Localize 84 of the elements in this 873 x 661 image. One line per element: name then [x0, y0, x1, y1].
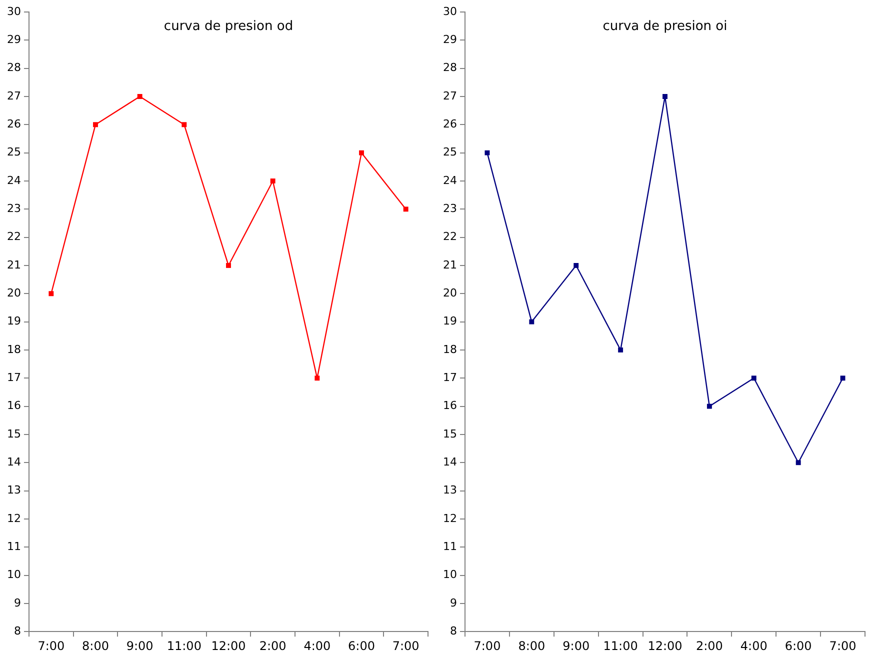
y-tick-label: 15 — [442, 427, 457, 440]
x-tick-label: 8:00 — [518, 638, 546, 653]
x-tick-label: 11:00 — [166, 638, 202, 653]
text: curva de presion oi — [602, 18, 728, 34]
y-tick-label: 11 — [442, 540, 457, 553]
x-tick-label: 6:00 — [348, 638, 375, 653]
y-tick-label: 18 — [6, 342, 21, 356]
y-tick-label: 15 — [6, 427, 21, 440]
y-tick-label: 14 — [442, 455, 457, 468]
x-tick-label: 2:00 — [259, 638, 286, 653]
point — [618, 347, 624, 352]
y-tick-label: 30 — [442, 4, 457, 18]
point — [359, 150, 364, 156]
point — [226, 263, 231, 268]
point — [137, 94, 142, 99]
x-tick-label: 7:00 — [474, 638, 501, 653]
y-tick-label: 20 — [442, 286, 457, 300]
point — [270, 178, 276, 184]
x-tick-label: 9:00 — [562, 638, 590, 653]
x-tick-label: 12:00 — [211, 638, 246, 653]
point — [93, 122, 98, 128]
y-tick-label: 26 — [6, 118, 21, 131]
y-tick-label: 16 — [6, 399, 21, 412]
y-tick-label: 27 — [6, 89, 21, 102]
y-tick-label: 24 — [442, 174, 457, 187]
x-tick-label: 9:00 — [126, 638, 154, 653]
point — [529, 319, 534, 324]
y-tick-label: 17 — [442, 370, 457, 384]
y-tick-label: 16 — [442, 399, 457, 412]
y-tick-label: 19 — [442, 314, 457, 328]
point — [314, 376, 320, 381]
y-tick-label: 25 — [442, 146, 457, 159]
point — [751, 376, 756, 381]
y-tick-label: 25 — [6, 146, 21, 159]
point — [48, 291, 54, 296]
x-tick-label: 4:00 — [740, 638, 768, 653]
y-tick-label: 10 — [442, 568, 457, 582]
point — [182, 122, 187, 128]
y-tick-label: 10 — [6, 568, 21, 582]
point — [706, 404, 712, 409]
y-tick-label: 30 — [6, 4, 21, 18]
y-tick-label: 27 — [442, 89, 457, 102]
y-tick-label: 17 — [6, 370, 21, 384]
y-tick-label: 11 — [6, 540, 21, 553]
y-tick-label: 22 — [442, 230, 457, 244]
y-tick-label: 29 — [442, 33, 457, 46]
y-tick-label: 23 — [6, 202, 21, 216]
y-tick-label: 18 — [442, 342, 457, 356]
y-tick-label: 9 — [450, 596, 457, 610]
y-tick-label: 9 — [14, 596, 21, 610]
x-tick-label: 7:00 — [38, 638, 65, 653]
x-tick-label: 8:00 — [82, 638, 109, 653]
y-tick-label: 21 — [442, 258, 457, 272]
y-tick-label: 20 — [6, 286, 21, 300]
x-tick-label: 6:00 — [784, 638, 812, 653]
y-tick-label: 21 — [6, 258, 21, 272]
point — [574, 263, 579, 268]
y-tick-label: 12 — [6, 512, 21, 525]
x-tick-label: 2:00 — [696, 638, 723, 653]
point — [796, 460, 801, 466]
x-tick-label: 7:00 — [829, 638, 856, 653]
text: curva de presion od — [164, 18, 294, 34]
point — [662, 94, 668, 99]
y-tick-label: 13 — [6, 484, 21, 497]
y-tick-label: 26 — [442, 118, 457, 131]
y-tick-label: 8 — [450, 624, 457, 638]
y-tick-label: 8 — [14, 624, 21, 638]
y-tick-label: 22 — [6, 230, 21, 244]
y-tick-label: 24 — [6, 174, 21, 187]
y-tick-label: 13 — [442, 484, 457, 497]
y-tick-label: 28 — [6, 61, 21, 74]
x-tick-label: 4:00 — [304, 638, 331, 653]
y-tick-label: 19 — [6, 314, 21, 328]
x-tick-label: 12:00 — [648, 638, 682, 653]
y-tick-label: 12 — [442, 512, 457, 525]
x-tick-label: 11:00 — [603, 638, 638, 653]
x-tick-label: 7:00 — [392, 638, 420, 653]
y-tick-label: 14 — [6, 455, 21, 468]
y-tick-label: 23 — [442, 202, 457, 216]
point — [403, 206, 408, 212]
y-tick-label: 28 — [442, 61, 457, 74]
y-tick-label: 29 — [6, 33, 21, 46]
point — [840, 376, 846, 381]
point — [484, 150, 490, 156]
